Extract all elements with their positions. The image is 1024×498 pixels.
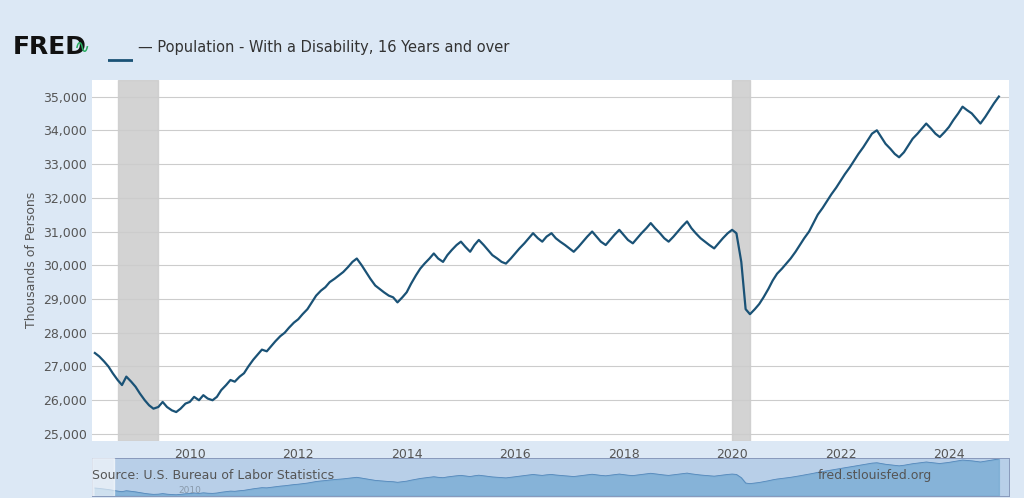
Bar	[92, 458, 114, 496]
Bar	[118, 80, 159, 441]
Text: Source: U.S. Bureau of Labor Statistics: Source: U.S. Bureau of Labor Statistics	[92, 469, 334, 482]
Text: fred.stlouisfed.org: fred.stlouisfed.org	[817, 469, 932, 482]
Text: — Population - With a Disability, 16 Years and over: — Population - With a Disability, 16 Yea…	[138, 40, 510, 55]
Text: 2010: 2010	[178, 486, 201, 495]
Text: FRED: FRED	[12, 35, 86, 59]
Y-axis label: Thousands of Persons: Thousands of Persons	[25, 192, 38, 328]
Bar	[732, 80, 750, 441]
Text: ∿: ∿	[74, 38, 90, 57]
